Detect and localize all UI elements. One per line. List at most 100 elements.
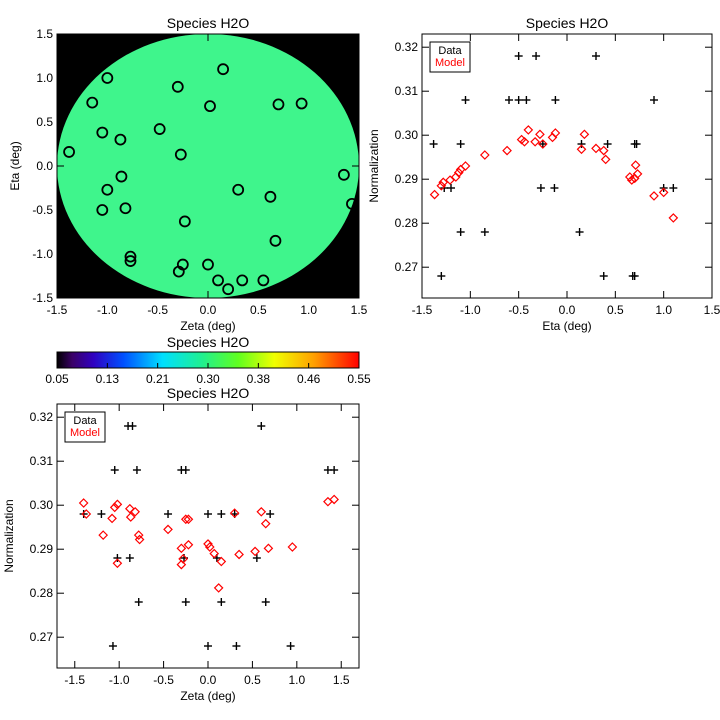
map-point xyxy=(101,72,114,84)
chart-3-model-point xyxy=(502,145,512,156)
chart-4-title: Species H2O xyxy=(167,385,250,401)
chart-4-model-point xyxy=(183,514,194,525)
chart-4-model-point xyxy=(204,542,215,552)
chart-4-y-tick-label: 0.27 xyxy=(30,630,54,644)
chart-4-data-point xyxy=(97,510,106,518)
colorbar-tick-label: 0.13 xyxy=(96,372,120,386)
colorbar-tick-label: 0.46 xyxy=(297,372,321,386)
chart-4-model-point xyxy=(176,559,187,570)
chart-4-data-point xyxy=(110,466,119,474)
map-point xyxy=(124,255,137,267)
chart-3-frame xyxy=(421,33,713,299)
chart-4-frame xyxy=(56,403,360,669)
chart-3-x-tick-label: 0.5 xyxy=(607,303,624,317)
map-point xyxy=(86,96,99,109)
chart-3-model-point xyxy=(591,143,601,154)
map-point xyxy=(212,274,224,287)
colorbar-tick-label: 0.30 xyxy=(196,372,220,386)
chart-4-data-point xyxy=(330,466,339,474)
chart-4-model-point xyxy=(287,542,298,552)
chart-3-model-point xyxy=(649,191,659,201)
colorbar-tick-label: 0.21 xyxy=(146,372,170,386)
chart-3-data-point xyxy=(514,96,523,104)
chart-1-x-tick-label: 1.5 xyxy=(351,303,368,317)
chart-4-y-tick-label: 0.31 xyxy=(30,454,54,468)
chart-3-model-point xyxy=(598,145,609,156)
chart-4-data-point xyxy=(181,598,190,606)
chart-4-x-tick-label: 1.5 xyxy=(333,673,350,687)
chart-3-model-point xyxy=(668,213,679,223)
map-point xyxy=(63,146,75,158)
chart-4-data-point xyxy=(134,598,143,606)
chart-1-x-tick-label: -1.0 xyxy=(97,303,118,317)
chart-4-data-point xyxy=(257,422,266,430)
chart-1-x-tick-label: 0.5 xyxy=(250,303,267,317)
chart-4-model-point xyxy=(234,549,244,560)
chart-3-data-point xyxy=(630,272,639,280)
chart-3-data-point xyxy=(536,184,545,192)
chart-4-data-point xyxy=(125,554,134,562)
chart-3-y-tick-label: 0.30 xyxy=(395,128,419,142)
chart-3-model-point xyxy=(550,128,561,138)
map-point xyxy=(295,97,308,110)
chart-3-legend-box xyxy=(429,41,471,73)
chart-3-y-tick-label: 0.31 xyxy=(395,84,419,98)
chart-4-data-point xyxy=(204,510,212,518)
chart-4-data-point xyxy=(113,554,122,562)
chart-4-x-tick-label: -1.5 xyxy=(64,673,85,687)
chart-3-x-tick-label: 1.5 xyxy=(704,303,720,317)
chart-4-x-axis-label: Zeta (deg) xyxy=(180,689,235,703)
chart-3-model-point xyxy=(658,187,669,198)
chart-3-model-point xyxy=(460,161,471,171)
chart-3-data-point xyxy=(480,228,489,236)
chart-4-data-point xyxy=(232,642,241,650)
chart-4-data-point xyxy=(217,598,226,606)
chart-4-legend-box xyxy=(64,411,106,443)
chart-4-y-axis-label: Normalization xyxy=(2,499,16,572)
chart-4-model-point xyxy=(134,534,145,545)
chart-3-data-point xyxy=(532,52,541,60)
colorbar-tick-label: 0.05 xyxy=(45,372,69,386)
chart-3-data-point xyxy=(461,96,470,104)
chart-3-data-point xyxy=(632,140,641,148)
chart-4-data-point xyxy=(261,598,270,606)
chart-3-legend-entry: Model xyxy=(435,57,465,69)
chart-4-data-point xyxy=(79,510,88,518)
chart-4-data-point xyxy=(204,642,212,650)
chart-4-data-point xyxy=(164,510,173,518)
chart-4-model-point xyxy=(260,518,271,529)
chart-3-x-tick-label: -1.5 xyxy=(412,303,433,317)
chart-4-data-point xyxy=(132,466,141,474)
chart-3-data-point xyxy=(592,52,600,60)
chart-4-model-point xyxy=(213,583,224,593)
chart-3-model-point xyxy=(479,150,490,160)
chart-1-title: Species H2O xyxy=(167,15,250,31)
chart-3-model-point xyxy=(519,136,530,147)
chart-4-data-point xyxy=(108,642,117,650)
chart-3-data-point xyxy=(551,96,560,104)
chart-3-data-point xyxy=(538,140,547,148)
chart-1-y-tick-label: -1.5 xyxy=(32,291,53,305)
chart-4-x-tick-label: -1.0 xyxy=(109,673,130,687)
chart-4-model-point xyxy=(125,512,136,522)
chart-3-data-point xyxy=(514,52,523,60)
map-point xyxy=(174,148,187,161)
chart-3-x-tick-label: 1.0 xyxy=(655,303,672,317)
chart-3-title: Species H2O xyxy=(526,15,609,31)
chart-3-model-point xyxy=(535,129,545,140)
chart-3-data-point xyxy=(577,140,586,148)
chart-4-model-point xyxy=(112,558,123,569)
chart-3-model-point xyxy=(453,167,464,178)
map-point xyxy=(264,190,277,203)
chart-3-model-point xyxy=(530,136,540,147)
chart-3-y-tick-label: 0.28 xyxy=(395,216,419,230)
map-point xyxy=(346,197,358,210)
map-point xyxy=(115,170,128,183)
chart-3-data-point xyxy=(437,272,446,280)
map-point xyxy=(178,215,191,228)
chart-4-data-point xyxy=(286,642,295,650)
chart-4-legend-entry: Data xyxy=(73,415,97,427)
chart-1-frame xyxy=(56,33,360,299)
chart-4-model-point xyxy=(216,556,227,567)
